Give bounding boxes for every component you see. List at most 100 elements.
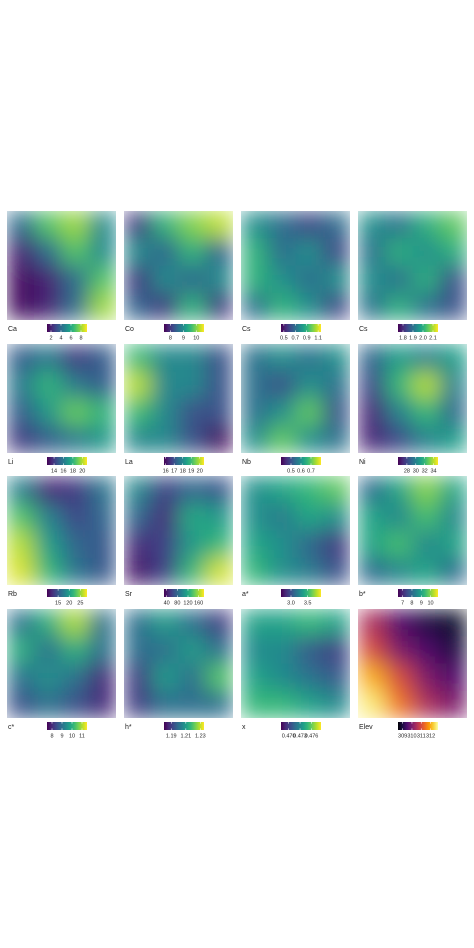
colorbar-tick-label: 15 [55,600,61,606]
heatmap-cell [358,503,386,531]
heatmap-cell [358,398,386,427]
heatmap-cell [268,663,296,692]
heatmap-cell [61,609,90,637]
colorbar-tick-label: 3.5 [304,600,312,606]
colorbar-tick-label: 40 [164,600,170,606]
colorbar-tick-label: 1.8 [399,335,407,341]
heatmap-field [124,211,233,320]
heatmap-cell [88,398,116,427]
heatmap-cell [385,344,413,372]
heatmap-cell [241,265,269,294]
colorbar-title: Elev [359,724,373,731]
heatmap-cell [358,211,386,239]
colorbar-tick-label: 18 [180,468,186,474]
heatmap-cell [151,344,179,372]
heatmap-cell [34,609,62,637]
colorbar-tick-label: 28 [404,468,410,474]
heatmap-cell [124,344,152,372]
colorbar-tick-label: 7 [401,600,404,606]
heatmap-cell [34,690,62,718]
heatmap-cell [7,690,35,718]
colorbar-tick-label: 0.5 [287,468,295,474]
heatmap-cell [7,398,35,427]
heatmap-cell [322,609,350,637]
colorbar-tick-label: 16 [163,468,169,474]
heatmap-cell [7,425,35,453]
heatmap-cell [178,636,207,664]
heatmap-cell [295,690,324,718]
heatmap-cell [241,425,269,453]
heatmap-cell [385,398,413,427]
colorbar-title: Rb [8,591,17,598]
heatmap-cell [385,371,413,399]
heatmap-cell [34,265,62,294]
heatmap-cell [412,265,441,294]
heatmap-cell [322,530,350,559]
colorbar-title: Ni [359,459,366,466]
heatmap-field [358,344,467,453]
heatmap-cell [7,503,35,531]
heatmap-cell [124,663,152,692]
heatmap-field [124,609,233,718]
colorbar-title: h* [125,724,132,731]
heatmap-cell [151,636,179,664]
heatmap-cell [241,211,269,239]
heatmap-cell [205,690,233,718]
heatmap-cell [412,371,441,399]
heatmap-cell [412,211,441,239]
heatmap-cell [88,265,116,294]
heatmap-cell [88,425,116,453]
heatmap-panel [358,609,467,718]
heatmap-cell [178,344,207,372]
colorbar-tick-label: 1.19 [166,733,177,739]
heatmap-cell [241,344,269,372]
heatmap-cell [178,265,207,294]
heatmap-field [124,344,233,453]
heatmap-cell [88,690,116,718]
heatmap-cell [268,344,296,372]
heatmap-cell [124,425,152,453]
colorbar-tick-label: 6 [69,335,72,341]
heatmap-panel [124,211,233,320]
heatmap-cell [358,425,386,453]
heatmap-cell [151,425,179,453]
colorbar-tick-label: 8 [410,600,413,606]
colorbar [281,457,321,465]
colorbar [47,722,87,730]
heatmap-cell [7,609,35,637]
heatmap-cell [7,211,35,239]
heatmap-panel [7,344,116,453]
colorbar-tick-label: 8 [79,335,82,341]
colorbar [164,457,204,465]
colorbar-tick-label: 0.470 [282,733,296,739]
heatmap-panel [7,609,116,718]
colorbar [47,324,87,332]
colorbar [398,589,438,597]
heatmap-cell [268,557,296,585]
heatmap-cell [34,371,62,399]
heatmap-cell [205,425,233,453]
colorbar-tick-label: 80 [174,600,180,606]
heatmap-cell [385,211,413,239]
heatmap-cell [268,425,296,453]
heatmap-cell [61,265,90,294]
colorbar-tick-label: 3.0 [287,600,295,606]
heatmap-cell [322,265,350,294]
heatmap-cell [124,265,152,294]
heatmap-cell [412,609,441,637]
heatmap-field [7,609,116,718]
colorbar-tick-label: 10 [69,733,75,739]
heatmap-cell [88,371,116,399]
colorbar-title: x [242,724,246,731]
heatmap-cell [61,211,90,239]
heatmap-cell [268,238,296,266]
heatmap-cell [412,425,441,453]
heatmap-cell [322,344,350,372]
heatmap-cell [385,425,413,453]
heatmap-cell [61,476,90,504]
colorbar-title: Ca [8,326,17,333]
heatmap-cell [151,476,179,504]
heatmap-cell [124,530,152,559]
heatmap-cell [34,476,62,504]
colorbar [164,324,204,332]
